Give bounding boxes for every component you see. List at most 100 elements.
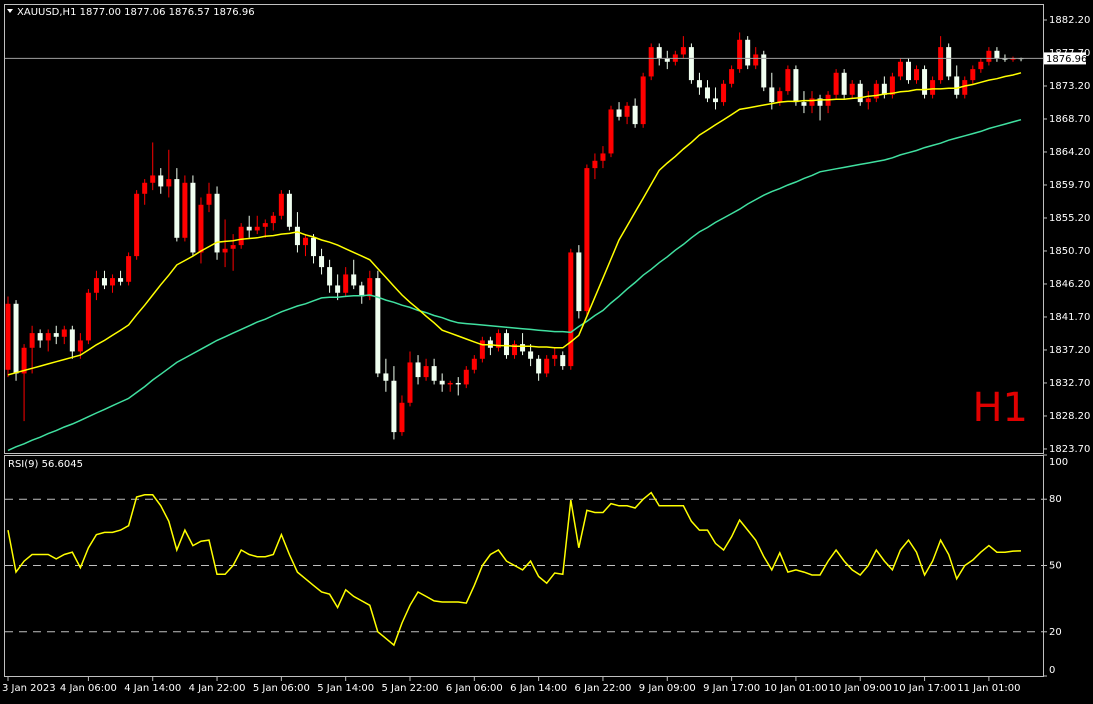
x-tick-label: 5 Jan 22:00 (382, 683, 439, 694)
candle-body (914, 69, 920, 81)
candle-body (238, 226, 244, 246)
candle-body (713, 98, 719, 103)
candle-body (745, 39, 751, 66)
candle-body (986, 50, 992, 62)
candle-body (53, 333, 59, 337)
candle-body (640, 76, 646, 125)
candle-body (584, 168, 590, 312)
candle-body (889, 76, 895, 95)
candle-body (13, 303, 19, 374)
candle-body (45, 333, 51, 341)
candle-body (222, 248, 228, 253)
candle-body (970, 69, 976, 81)
candle-body (399, 402, 405, 433)
candle-body (423, 366, 429, 378)
x-tick-label: 10 Jan 09:00 (829, 683, 892, 694)
y-tick-label: 1855.20 (1049, 213, 1090, 224)
candle-body (182, 182, 188, 238)
y-tick-label: 1828.20 (1049, 411, 1090, 422)
candle-body (994, 50, 1000, 59)
candle-body (897, 61, 903, 77)
candle-body (134, 193, 140, 257)
candle-body (439, 380, 445, 385)
candle-body (528, 351, 534, 359)
candle-body (793, 69, 799, 103)
candle-body (286, 193, 292, 227)
y-tick-label: 1868.70 (1049, 114, 1090, 125)
x-tick-label: 5 Jan 06:00 (253, 683, 310, 694)
y-tick-label: 1837.20 (1049, 345, 1090, 356)
candle-body (198, 204, 204, 253)
x-tick-label: 6 Jan 14:00 (510, 683, 567, 694)
last-price-label: 1876.96 (1046, 54, 1087, 65)
x-tick-label: 9 Jan 09:00 (639, 683, 696, 694)
candle-body (648, 47, 654, 77)
y-tick-label: 1873.20 (1049, 81, 1090, 92)
last-price-box (1044, 52, 1086, 65)
candle-body (616, 109, 622, 117)
candle-body (978, 61, 984, 70)
candle-body (93, 278, 99, 293)
candle-body (351, 274, 357, 286)
y-tick-label: 1841.70 (1049, 312, 1090, 323)
candle-body (753, 54, 759, 66)
candle-body (552, 355, 558, 359)
candle-body (833, 72, 839, 95)
candle-body (656, 47, 662, 59)
candle-body (415, 362, 421, 378)
y-tick-label: 1832.70 (1049, 378, 1090, 389)
menu-arrow[interactable] (7, 9, 13, 13)
candle-body (801, 102, 807, 106)
rsi-y-tick-label: 0 (1049, 665, 1055, 676)
candle-body (495, 333, 501, 348)
candle-body (857, 83, 863, 103)
candle-body (455, 382, 461, 385)
candle-body (383, 373, 389, 381)
chart-title: XAUUSD,H1 1877.00 1877.06 1876.57 1876.9… (17, 7, 255, 18)
candle-body (246, 226, 252, 231)
candle-body (576, 252, 582, 312)
candle-body (946, 47, 952, 77)
candle-body (61, 329, 67, 337)
candle-body (905, 61, 911, 81)
y-tick-label: 1846.20 (1049, 279, 1090, 290)
candle-body (560, 355, 566, 367)
rsi-label: RSI(9) 56.6045 (8, 459, 83, 470)
candle-body (69, 329, 75, 352)
x-tick-label: 10 Jan 17:00 (893, 683, 956, 694)
candle-body (849, 83, 855, 95)
candle-body (206, 193, 212, 205)
candle-body (294, 226, 300, 246)
candle-body (21, 347, 27, 374)
rsi-y-tick-label: 20 (1049, 627, 1062, 638)
candle-body (512, 344, 518, 356)
candle-body (608, 109, 614, 154)
candle-body (704, 87, 710, 99)
candle-body (262, 223, 268, 227)
candle-body (664, 58, 670, 62)
candle-body (254, 226, 260, 231)
candle-body (359, 285, 365, 297)
candle-body (214, 193, 220, 253)
candle-body (166, 179, 172, 187)
rsi-y-tick-label: 50 (1049, 561, 1062, 572)
x-tick-label: 9 Jan 17:00 (703, 683, 760, 694)
candle-body (302, 237, 308, 246)
candle-body (721, 83, 727, 103)
timeframe-label: H1 (972, 385, 1028, 431)
candle-body (696, 80, 702, 88)
candle-body (85, 292, 91, 341)
candle-body (544, 358, 550, 374)
candle-body (729, 69, 735, 84)
candle-body (962, 80, 968, 95)
candle-body (761, 54, 767, 88)
candle-body (536, 358, 542, 374)
candle-body (503, 333, 509, 356)
candle-body (865, 98, 871, 103)
candle-body (809, 98, 815, 106)
candle-body (158, 175, 164, 187)
candle-body (479, 340, 485, 359)
candle-body (327, 267, 333, 286)
